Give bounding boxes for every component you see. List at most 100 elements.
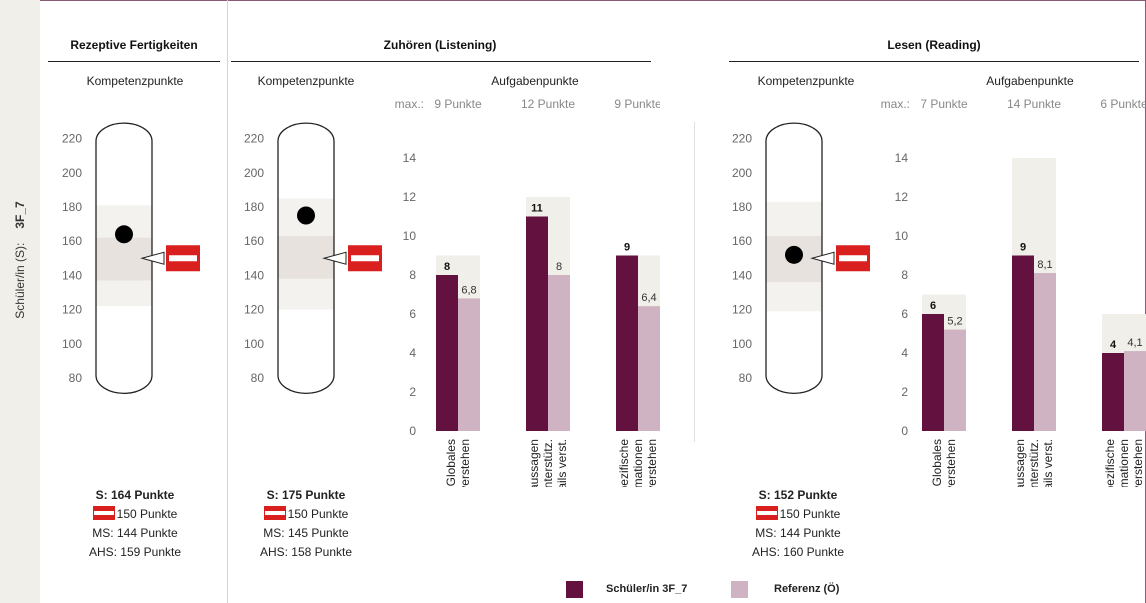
section-title-listening: Zuhören (Listening) [383,38,497,52]
y-tick-label: 8 [901,268,908,282]
scale-tick-label: 100 [62,337,82,351]
bar-reference [548,275,570,431]
max-points-label: 9 Punkte [434,97,482,111]
scale-tick-label: 80 [69,371,83,385]
bar-reference [1034,273,1056,431]
scale-tick-label: 80 [739,371,753,385]
stats-rezeptiv: S: 164 Punkte 150 Punkte MS: 144 Punkte … [60,486,210,562]
ahs-score: AHS: 160 Punkte [751,545,845,559]
category-label-line: Spezifische [617,439,631,487]
kompetenz-scale-reading: 80 100 120 140 160 180 200 220 [732,122,870,394]
austria-score-text: 150 Punkte [779,507,841,521]
reference-pointer [810,251,835,265]
scale-tick-label: 160 [244,234,264,248]
austria-flag-icon [92,506,115,520]
y-tick-label: 4 [901,346,908,360]
scale-tick-label: 200 [244,166,264,180]
data-label-reference: 6,4 [641,292,656,304]
austria-flag-icon [836,245,870,272]
scale-tick-label: 120 [62,303,82,317]
y-tick-label: 0 [901,424,908,438]
legend-swatch-student [566,581,583,598]
max-points-label: 7 Punkte [920,97,968,111]
y-tick-label: 2 [901,385,908,399]
kompetenz-scale-listening: 80 100 120 140 160 180 200 220 [244,122,382,394]
scale-tick-label: 160 [62,234,82,248]
y-tick-label: 4 [409,346,416,360]
aufgaben-label: Aufgabenpunkte [986,74,1074,88]
data-label-reference: 8 [556,261,562,273]
data-label-student: 6 [930,300,936,312]
category-label-line: Globales [444,439,458,486]
scale-tick-label: 160 [732,234,752,248]
student-score-marker [785,245,803,264]
category-label-line: Leseverstehen [944,439,958,487]
austria-score: 150 Punkte [236,505,376,524]
y-tick-label: 12 [403,190,417,204]
austria-flag-icon [348,245,382,272]
data-label-reference: 5,2 [947,316,962,328]
scale-tick-label: 200 [732,166,752,180]
student-score-marker [297,206,315,225]
bar-reference [1124,351,1146,431]
stats-reading: S: 152 Punkte 150 Punkte MS: 144 Punkte … [728,486,868,562]
scale-tick-label: 180 [244,200,264,214]
range-band-inner [278,236,334,279]
scale-tick-label: 100 [244,337,264,351]
scale-tick-label: 180 [62,200,82,214]
category-label-line: Globales [930,439,944,486]
austria-score-text: 150 Punkte [116,507,178,521]
bar-reference [944,329,966,431]
bar-student [616,255,638,431]
scale-tick-label: 120 [244,303,264,317]
kompetenz-label: Kompetenzpunkte [257,74,355,88]
austria-score: 150 Punkte [728,505,868,524]
data-label-student: 11 [531,203,543,215]
y-tick-label: 6 [901,307,908,321]
title-rule [48,61,220,62]
scale-tick-label: 220 [732,132,752,146]
max-points-label: 12 Punkte [521,97,575,111]
category-label-line: Informationen [1117,439,1131,487]
category-label-line: Hörverstehen [458,439,472,487]
scale-tick-label: 180 [732,200,752,214]
austria-score-text: 150 Punkte [287,507,349,521]
category-label: Globales Hörverstehen [444,439,472,487]
y-tick-label: 12 [895,190,909,204]
aufgaben-label: Aufgabenpunkte [491,74,579,88]
section-title-reading: Lesen (Reading) [887,38,981,52]
bar-student [436,275,458,431]
data-label-reference: 4,1 [1127,337,1142,349]
student-label-text: Schüler/in (S): [13,242,27,319]
y-tick-label: 14 [895,151,909,165]
student-score: S: 164 Punkte [95,488,175,502]
category-label-line: Hauptaussagen [1013,439,1027,487]
kompetenz-label: Kompetenzpunkte [86,74,184,88]
category-label-line: Informationen [631,439,645,487]
y-tick-label: 10 [895,229,909,243]
category-label-line: u. unterstütz. [1027,439,1041,487]
data-label-student: 4 [1110,339,1117,351]
reference-pointer [322,251,347,265]
student-label: Schüler/in (S): 3F_7 [13,201,27,318]
title-rule [231,61,651,62]
max-prefix-label: max.: [395,97,424,111]
max-points-label: 14 Punkte [1007,97,1061,111]
category-label: Hauptaussagen u. unterstütz. Details verst… [527,439,569,487]
scale-tick-label: 120 [732,303,752,317]
max-points-label: 9 Punkte [614,97,660,111]
category-label-line: verstehen [1131,439,1145,487]
austria-flag-icon [263,506,286,520]
bar-chart-reading: 0 2 4 6 8 10 12 14 max.: 6 5,2 7 Punkte Globales Lese… [881,97,1146,487]
scale-tick-label: 140 [62,268,82,282]
y-tick-label: 6 [409,307,416,321]
section-divider [227,0,228,603]
bar-chart-listening: 0 2 4 6 8 10 12 14 max.: 8 6,8 9 Punkte Globales Hörv… [395,97,660,487]
ahs-score: AHS: 159 Punkte [88,545,182,559]
student-score: S: 175 Punkte [266,488,346,502]
reference-pointer [140,251,165,265]
y-tick-label: 2 [409,385,416,399]
category-label-line: verstehen [645,439,659,487]
range-band-inner [96,237,152,281]
